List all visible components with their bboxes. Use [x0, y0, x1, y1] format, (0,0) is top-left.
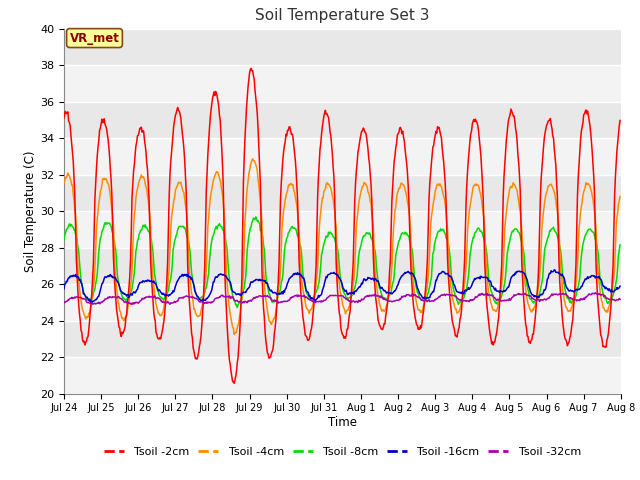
Bar	[64, 284, 621, 321]
Bar	[64, 357, 621, 394]
Bar	[64, 138, 621, 175]
Y-axis label: Soil Temperature (C): Soil Temperature (C)	[24, 150, 37, 272]
Text: VR_met: VR_met	[70, 32, 120, 45]
Bar	[64, 211, 621, 248]
Title: Soil Temperature Set 3: Soil Temperature Set 3	[255, 9, 429, 24]
X-axis label: Time: Time	[328, 416, 357, 429]
Bar	[64, 65, 621, 102]
Legend:   Tsoil -2cm,   Tsoil -4cm,   Tsoil -8cm,   Tsoil -16cm,   Tsoil -32cm: Tsoil -2cm, Tsoil -4cm, Tsoil -8cm, Tsoi…	[99, 442, 586, 461]
